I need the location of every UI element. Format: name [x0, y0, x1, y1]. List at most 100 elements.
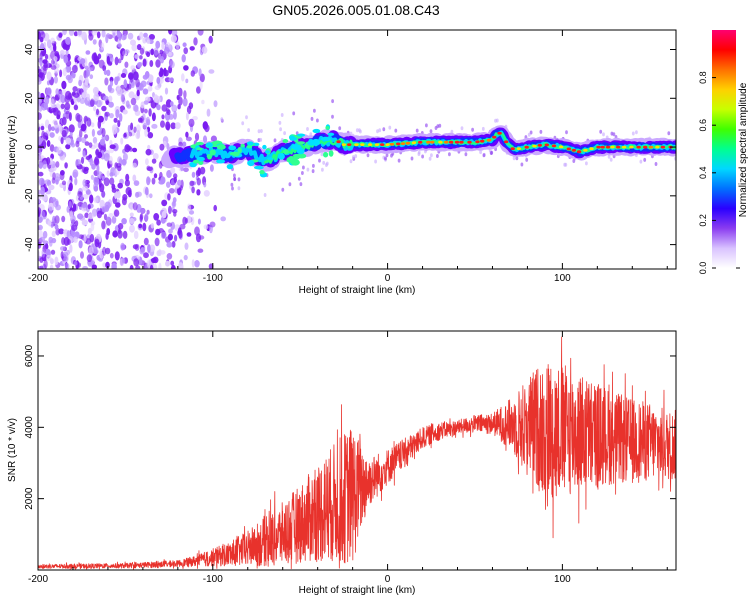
- noise-blob: [64, 262, 70, 269]
- band-speckle: [322, 160, 326, 165]
- noise-blob: [135, 78, 140, 88]
- band-speckle: [599, 129, 603, 134]
- noise-blob: [46, 87, 52, 96]
- noise-blob: [153, 173, 158, 179]
- noise-blob: [72, 64, 78, 74]
- band-speckle: [331, 99, 334, 104]
- noise-blob: [65, 110, 71, 119]
- noise-blob: [42, 160, 47, 170]
- band-blob: [196, 156, 205, 162]
- spectrogram-x-axis: -200 -100 0 100: [28, 30, 668, 284]
- noise-blob: [154, 95, 161, 104]
- band-speckle: [609, 157, 613, 162]
- noise-blob: [156, 104, 161, 111]
- band-blob: [296, 141, 306, 145]
- noise-blob: [101, 105, 107, 112]
- band-blob: [195, 141, 204, 146]
- noise-blob: [168, 77, 174, 82]
- noise-blob: [79, 58, 86, 65]
- noise-blob: [55, 172, 60, 178]
- noise-blob: [68, 124, 75, 133]
- noise-blob: [72, 86, 78, 92]
- noise-blob: [168, 51, 172, 57]
- band-blob: [289, 136, 297, 141]
- snr-y-label: SNR (10 * v/v): [7, 418, 18, 482]
- noise-blob: [209, 221, 216, 228]
- colorbar-tick-label: 0.0: [698, 262, 708, 275]
- band-speckle: [231, 186, 234, 191]
- noise-blob: [43, 259, 48, 269]
- noise-blob: [50, 37, 55, 44]
- noise-blob: [167, 193, 171, 201]
- band-speckle: [631, 131, 635, 136]
- noise-blob: [147, 132, 154, 139]
- band-speckle: [241, 121, 245, 126]
- noise-blob: [117, 230, 123, 239]
- noise-blob: [39, 58, 43, 67]
- noise-blob: [194, 260, 200, 268]
- noise-blob: [82, 193, 89, 200]
- noise-blob: [49, 144, 55, 152]
- noise-blob: [144, 213, 149, 222]
- band-speckle: [450, 129, 454, 134]
- band-speckle: [479, 150, 482, 155]
- band-blob: [247, 160, 255, 167]
- band-core: [576, 150, 582, 154]
- band-speckle: [306, 167, 310, 172]
- band-core: [341, 143, 347, 147]
- band-speckle: [394, 128, 398, 133]
- noise-blob: [189, 180, 195, 187]
- noise-blob: [60, 95, 66, 104]
- band-speckle: [302, 165, 305, 170]
- noise-blob: [46, 249, 51, 257]
- band-speckle: [281, 187, 285, 192]
- band-core: [389, 142, 395, 146]
- noise-blob: [139, 32, 144, 40]
- noise-blob: [129, 218, 135, 224]
- band-speckle: [410, 156, 414, 161]
- noise-blob: [51, 237, 57, 244]
- band-blob: [321, 136, 331, 142]
- noise-blob: [38, 242, 42, 249]
- band-blob: [205, 142, 213, 148]
- noise-blob: [49, 132, 55, 138]
- band-core: [524, 145, 529, 149]
- noise-blob: [161, 114, 165, 120]
- noise-blob: [191, 171, 196, 178]
- noise-blob: [93, 197, 99, 204]
- band-core: [360, 143, 365, 147]
- noise-blob: [108, 95, 113, 103]
- noise-blob: [138, 223, 143, 229]
- noise-blob: [124, 61, 129, 68]
- noise-blob: [45, 254, 52, 261]
- noise-blob: [61, 116, 67, 126]
- band-core: [610, 145, 615, 149]
- noise-blob: [143, 237, 149, 246]
- noise-blob: [144, 71, 150, 79]
- noise-blob: [178, 87, 183, 97]
- noise-blob: [88, 246, 94, 255]
- noise-blob: [79, 215, 85, 221]
- noise-blob: [142, 222, 147, 232]
- noise-blob: [220, 216, 226, 222]
- band-core: [438, 140, 443, 144]
- band-speckle: [610, 131, 614, 136]
- band-blob: [282, 139, 289, 143]
- noise-blob: [145, 50, 149, 56]
- band-speckle: [358, 128, 361, 133]
- noise-blob: [75, 159, 82, 166]
- noise-blob: [109, 177, 115, 185]
- noise-blob: [117, 165, 122, 172]
- noise-blob: [60, 170, 65, 176]
- noise-blob: [120, 93, 125, 103]
- noise-blob: [87, 213, 94, 220]
- noise-blob: [85, 69, 89, 78]
- noise-blob: [122, 230, 128, 239]
- band-speckle: [306, 127, 309, 131]
- noise-blob: [60, 137, 64, 145]
- noise-blob: [102, 95, 109, 101]
- noise-blob: [151, 158, 157, 164]
- noise-blob: [185, 78, 189, 84]
- band-speckle: [263, 193, 267, 197]
- noise-blob: [150, 223, 155, 229]
